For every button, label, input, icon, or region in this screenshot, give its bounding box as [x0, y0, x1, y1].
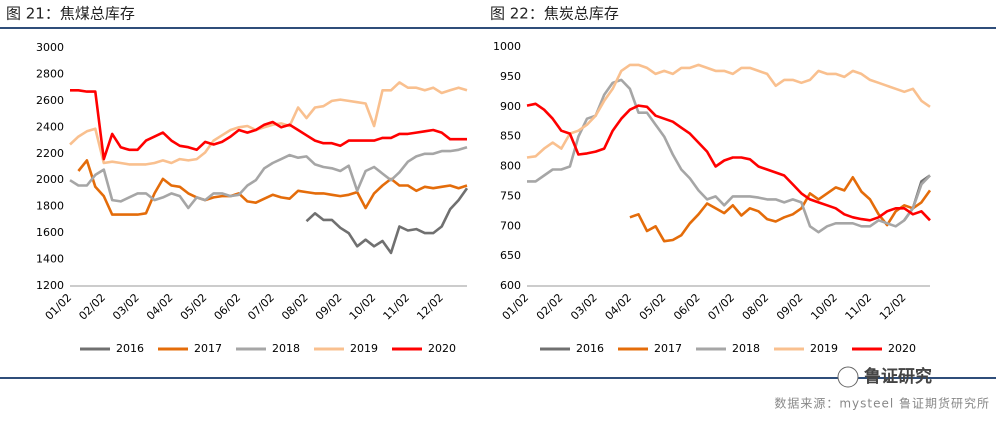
series-line: [70, 89, 467, 161]
y-tick-label: 1200: [36, 279, 64, 292]
series-line: [305, 187, 469, 255]
y-tick-label: 2400: [36, 120, 64, 133]
x-tick-label: 01/02: [43, 291, 75, 323]
y-tick-label: 800: [500, 160, 521, 173]
legend-label: 2017: [654, 342, 682, 355]
x-tick-label: 01/02: [500, 291, 532, 323]
x-tick-label: 10/02: [808, 291, 840, 323]
legend-label: 2019: [810, 342, 838, 355]
y-tick-label: 700: [500, 219, 521, 232]
y-tick-label: 3000: [36, 41, 64, 54]
x-tick-label: 11/02: [381, 291, 413, 323]
series-line: [526, 102, 931, 222]
legend-label: 2020: [428, 342, 456, 355]
x-tick-label: 05/02: [637, 291, 669, 323]
legend-label: 2018: [732, 342, 760, 355]
series-line: [69, 81, 468, 166]
y-tick-label: 900: [500, 100, 521, 113]
y-tick-label: 2800: [36, 67, 64, 80]
x-tick-label: 04/02: [603, 291, 635, 323]
y-tick-label: 2200: [36, 147, 64, 160]
y-tick-label: 1600: [36, 226, 64, 239]
y-tick-label: 2600: [36, 94, 64, 107]
y-tick-label: 1400: [36, 253, 64, 266]
y-tick-label: 2000: [36, 173, 64, 186]
x-tick-label: 10/02: [347, 291, 379, 323]
x-tick-label: 02/02: [76, 291, 108, 323]
logo-icon: [837, 366, 859, 388]
chart-title: 图 22：焦炭总库存: [490, 5, 619, 23]
series-line: [77, 159, 468, 216]
x-tick-label: 02/02: [534, 291, 566, 323]
series-line: [629, 176, 932, 243]
x-tick-label: 06/02: [212, 291, 244, 323]
x-tick-label: 12/02: [414, 291, 446, 323]
x-tick-label: 05/02: [178, 291, 210, 323]
x-tick-label: 06/02: [671, 291, 703, 323]
x-tick-label: 03/02: [568, 291, 600, 323]
series-line: [69, 145, 468, 210]
y-tick-label: 650: [500, 249, 521, 262]
x-tick-label: 04/02: [144, 291, 176, 323]
y-tick-label: 1000: [493, 40, 521, 53]
x-tick-label: 09/02: [774, 291, 806, 323]
x-tick-label: 07/02: [245, 291, 277, 323]
x-tick-label: 08/02: [279, 291, 311, 323]
x-tick-label: 09/02: [313, 291, 345, 323]
chart-title: 图 21：焦煤总库存: [6, 5, 135, 23]
y-tick-label: 600: [500, 279, 521, 292]
x-tick-label: 12/02: [877, 291, 909, 323]
legend-label: 2016: [576, 342, 604, 355]
logo: 鲁证研究: [864, 366, 932, 387]
y-tick-label: 1800: [36, 200, 64, 213]
legend-label: 2018: [272, 342, 300, 355]
x-tick-label: 03/02: [110, 291, 142, 323]
source: 数据来源：mysteel 鲁证期货研究所: [774, 396, 990, 411]
legend-label: 2020: [888, 342, 916, 355]
legend-label: 2019: [350, 342, 378, 355]
x-tick-label: 08/02: [740, 291, 772, 323]
x-tick-label: 11/02: [843, 291, 875, 323]
series-line: [526, 63, 931, 159]
y-tick-label: 750: [500, 189, 521, 202]
legend-label: 2016: [116, 342, 144, 355]
y-tick-label: 950: [500, 70, 521, 83]
x-tick-label: 07/02: [705, 291, 737, 323]
legend-label: 2017: [194, 342, 222, 355]
y-tick-label: 850: [500, 130, 521, 143]
